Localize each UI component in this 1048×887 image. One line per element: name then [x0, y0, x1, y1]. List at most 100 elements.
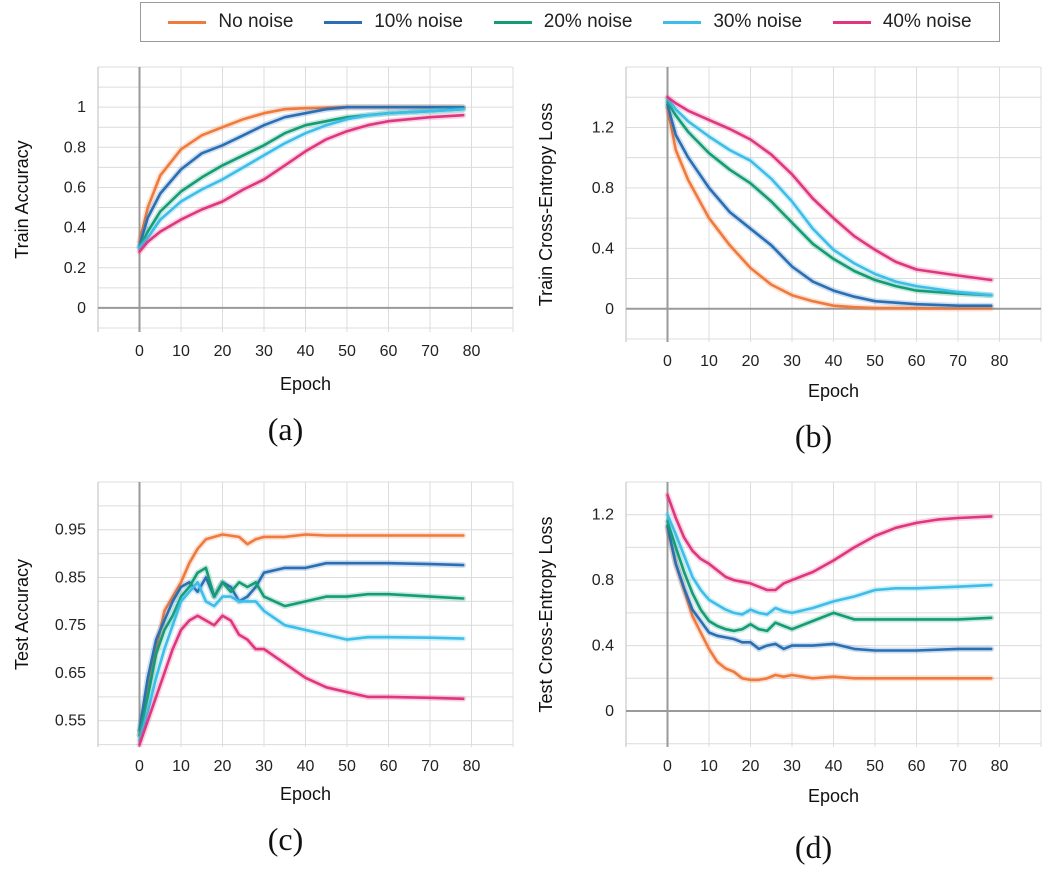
- x-tick-label: 30: [255, 758, 273, 775]
- x-tick-label: 20: [742, 353, 760, 370]
- x-tick-label: 70: [949, 353, 967, 370]
- grid: [97, 481, 514, 747]
- y-tick-label: 1: [77, 99, 86, 116]
- legend-label: No noise: [218, 11, 294, 32]
- chart-panel-b: 0 10 20 30 40 50 60 70 80 0 0.4 0.8 1.2 Epoch Train Cr…: [536, 66, 1042, 454]
- x-tick-label: 60: [908, 758, 926, 775]
- series-line-no-noise: [666, 106, 993, 310]
- legend-label: 10% noise: [374, 11, 463, 32]
- x-tick-label: 80: [991, 758, 1009, 775]
- panel-caption: (d): [795, 829, 832, 865]
- y-tick-label: 0.8: [64, 139, 86, 156]
- x-tick-label: 0: [135, 758, 144, 775]
- x-tick-label: 50: [866, 353, 884, 370]
- y-tick-label: 0.55: [55, 713, 86, 730]
- panel-caption: (b): [795, 418, 832, 454]
- legend-swatch: [493, 20, 532, 24]
- series-line-40pct-noise: [666, 95, 993, 282]
- x-tick-label: 20: [742, 758, 760, 775]
- x-tick-label: 30: [255, 343, 273, 360]
- legend-swatch: [324, 20, 363, 24]
- series-line-20pct-noise: [666, 100, 993, 297]
- legend-label: 30% noise: [713, 11, 803, 32]
- y-tick-label: 0: [605, 301, 614, 318]
- series-line-40pct-noise: [138, 113, 465, 253]
- series-line-no-noise: [666, 526, 993, 682]
- y-tick-label: 0.4: [64, 220, 86, 237]
- series-line-10pct-noise: [138, 105, 465, 247]
- y-axis-label: Test Cross-Entropy Loss: [536, 516, 556, 712]
- x-axis-label: Epoch: [808, 381, 859, 401]
- series-line-40pct-noise: [666, 493, 993, 592]
- y-axis-label: Train Cross-Entropy Loss: [536, 103, 556, 306]
- legend-item-40pct-noise: 40% noise: [832, 11, 972, 33]
- x-tick-label: 60: [380, 343, 398, 360]
- legend-item-30pct-noise: 30% noise: [663, 11, 802, 33]
- series-line-20pct-noise: [138, 566, 465, 737]
- series-line-40pct-noise: [138, 614, 465, 746]
- x-tick-label: 60: [380, 758, 398, 775]
- x-tick-label: 0: [663, 353, 672, 370]
- y-tick-label: 0.75: [55, 617, 86, 634]
- y-tick-label: 1.2: [592, 119, 614, 136]
- y-tick-label: 0.95: [55, 522, 86, 539]
- x-tick-label: 10: [700, 758, 718, 775]
- series-shadow-30pct-noise: [136, 579, 467, 743]
- x-tick-label: 70: [421, 758, 439, 775]
- x-tick-label: 60: [908, 353, 926, 370]
- y-tick-label: 0.6: [64, 179, 86, 196]
- legend: No noise 10% noise 20% noise 30% noise 40% n…: [140, 2, 1000, 42]
- panel-caption: (a): [268, 411, 304, 447]
- x-tick-label: 40: [825, 758, 843, 775]
- legend-label: 20% noise: [543, 11, 633, 32]
- series-line-30pct-noise: [666, 97, 993, 297]
- series-line-20pct-noise: [666, 519, 993, 633]
- y-axis-label: Train Accuracy: [12, 140, 32, 258]
- y-axis-label: Test Accuracy: [12, 559, 32, 670]
- x-tick-label: 10: [172, 343, 190, 360]
- series-line-30pct-noise: [138, 107, 465, 249]
- chart-panel-a: 0 10 20 30 40 50 60 70 80 0 0.2 0.4 0.6 0.8 1 Epoch Trai…: [12, 66, 514, 447]
- y-tick-label: 0.85: [55, 569, 86, 586]
- x-axis-label: Epoch: [280, 374, 331, 394]
- x-tick-label: 80: [463, 758, 481, 775]
- y-tick-label: 0.8: [592, 572, 614, 589]
- series-line-10pct-noise: [666, 103, 993, 307]
- y-tick-label: 0.65: [55, 665, 86, 682]
- series-line-10pct-noise: [666, 524, 993, 652]
- series-shadow-40pct-noise: [664, 492, 995, 593]
- x-tick-label: 50: [338, 758, 356, 775]
- series-shadow-20pct-noise: [136, 106, 467, 251]
- legend-item-10pct-noise: 10% noise: [324, 11, 463, 33]
- series-line-no-noise: [138, 533, 465, 737]
- x-tick-label: 40: [297, 343, 315, 360]
- x-tick-label: 0: [663, 758, 672, 775]
- chart-panel-c: 0 10 20 30 40 50 60 70 80 0.55 0.65 0.75 0.85 0.95 Epo…: [12, 481, 514, 857]
- legend-swatch: [663, 20, 702, 24]
- series-line-10pct-noise: [138, 561, 465, 732]
- legend-item-20pct-noise: 20% noise: [493, 11, 633, 33]
- legend-swatch: [832, 20, 871, 24]
- x-tick-label: 80: [463, 343, 481, 360]
- y-tick-label: 0.8: [592, 180, 614, 197]
- x-tick-label: 80: [991, 353, 1009, 370]
- y-tick-label: 0.4: [592, 240, 614, 257]
- x-tick-label: 70: [421, 343, 439, 360]
- x-tick-label: 20: [214, 343, 232, 360]
- series-line-30pct-noise: [138, 581, 465, 742]
- x-axis-label: Epoch: [280, 784, 331, 804]
- y-tick-label: 0.4: [592, 638, 614, 655]
- x-tick-label: 20: [214, 758, 232, 775]
- x-tick-label: 10: [172, 758, 190, 775]
- y-tick-label: 0: [605, 703, 614, 720]
- x-tick-label: 0: [135, 343, 144, 360]
- series-line-30pct-noise: [666, 513, 993, 616]
- legend-swatch: [168, 20, 207, 24]
- chart-panel-d: 0 10 20 30 40 50 60 70 80 0 0.4 0.8 1.2 Epoch Test Cro…: [536, 481, 1042, 865]
- legend-label: 40% noise: [882, 11, 972, 32]
- y-tick-label: 0.2: [64, 260, 86, 277]
- x-tick-label: 30: [783, 758, 801, 775]
- x-tick-label: 50: [338, 343, 356, 360]
- legend-item-no-noise: No noise: [168, 11, 293, 33]
- x-tick-label: 40: [825, 353, 843, 370]
